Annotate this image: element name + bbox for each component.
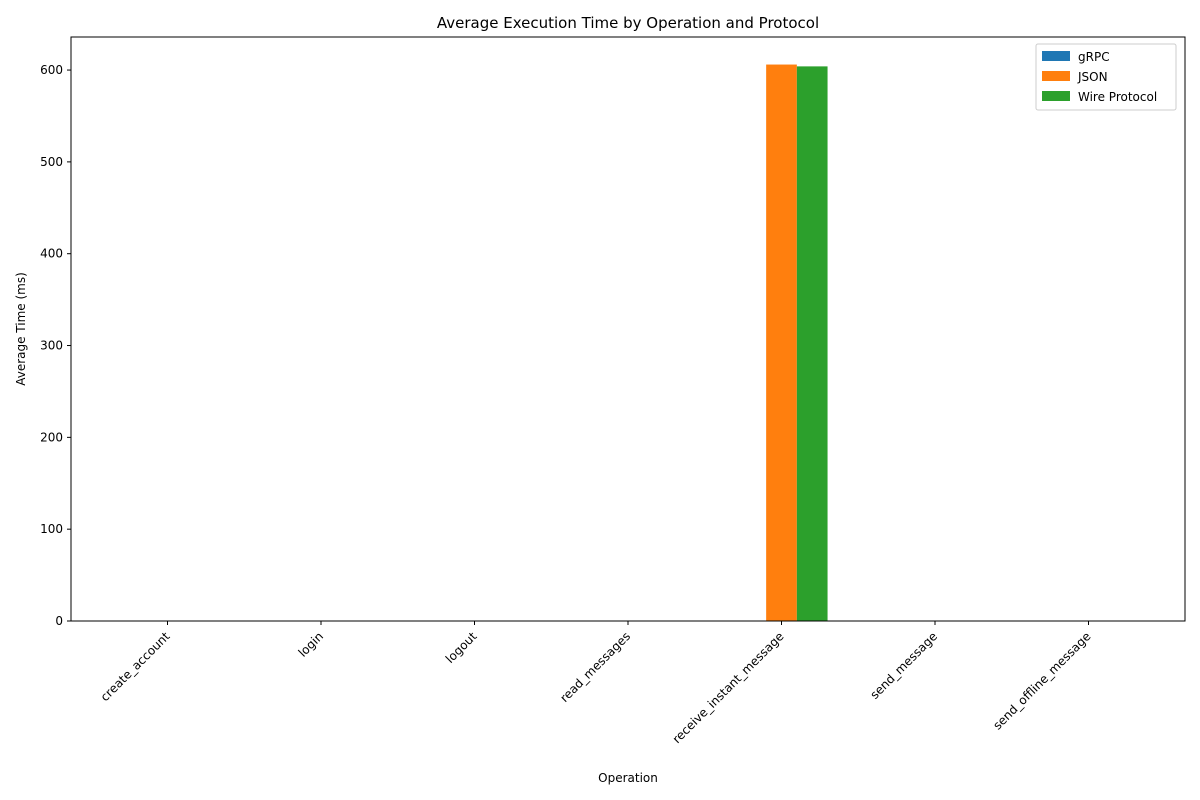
legend-swatch-wire-protocol bbox=[1042, 91, 1070, 101]
x-tick-label-send_message: send_message bbox=[867, 629, 940, 702]
plot-frame bbox=[70, 36, 1186, 622]
y-tick-label: 100 bbox=[40, 522, 63, 536]
legend-swatch-json bbox=[1042, 71, 1070, 81]
y-tick-label: 500 bbox=[40, 155, 63, 169]
chart-title: Average Execution Time by Operation and … bbox=[437, 14, 819, 32]
y-tick-label: 0 bbox=[55, 614, 63, 628]
legend-label-wire-protocol: Wire Protocol bbox=[1078, 90, 1157, 104]
x-tick-label-logout: logout bbox=[443, 629, 480, 666]
y-tick-label: 600 bbox=[40, 63, 63, 77]
x-axis: create_account login logout read_messages re… bbox=[98, 621, 1094, 746]
legend: gRPC JSON Wire Protocol bbox=[1035, 43, 1177, 111]
legend-label-grpc: gRPC bbox=[1078, 50, 1110, 64]
y-axis-label: Average Time (ms) bbox=[14, 272, 28, 386]
x-tick-label-read_messages: read_messages bbox=[557, 629, 633, 705]
x-tick-label-receive_instant_message: receive_instant_message bbox=[670, 629, 787, 746]
legend-swatch-grpc bbox=[1042, 51, 1070, 61]
bars-group bbox=[766, 64, 828, 621]
x-axis-label: Operation bbox=[598, 771, 658, 785]
legend-box bbox=[1035, 43, 1177, 111]
x-tick-label-create_account: create_account bbox=[98, 629, 173, 704]
bar-json-receive_instant_message bbox=[766, 64, 797, 621]
legend-label-json: JSON bbox=[1077, 70, 1108, 84]
y-tick-label: 200 bbox=[40, 430, 63, 444]
y-tick-label: 400 bbox=[40, 247, 63, 261]
y-axis: 0 100 200 300 400 500 600 bbox=[40, 63, 71, 628]
x-tick-label-login: login bbox=[296, 629, 327, 660]
y-tick-label: 300 bbox=[40, 339, 63, 353]
x-tick-label-send_offline_message: send_offline_message bbox=[990, 629, 1093, 732]
bar-wire-protocol-receive_instant_message bbox=[796, 66, 828, 621]
